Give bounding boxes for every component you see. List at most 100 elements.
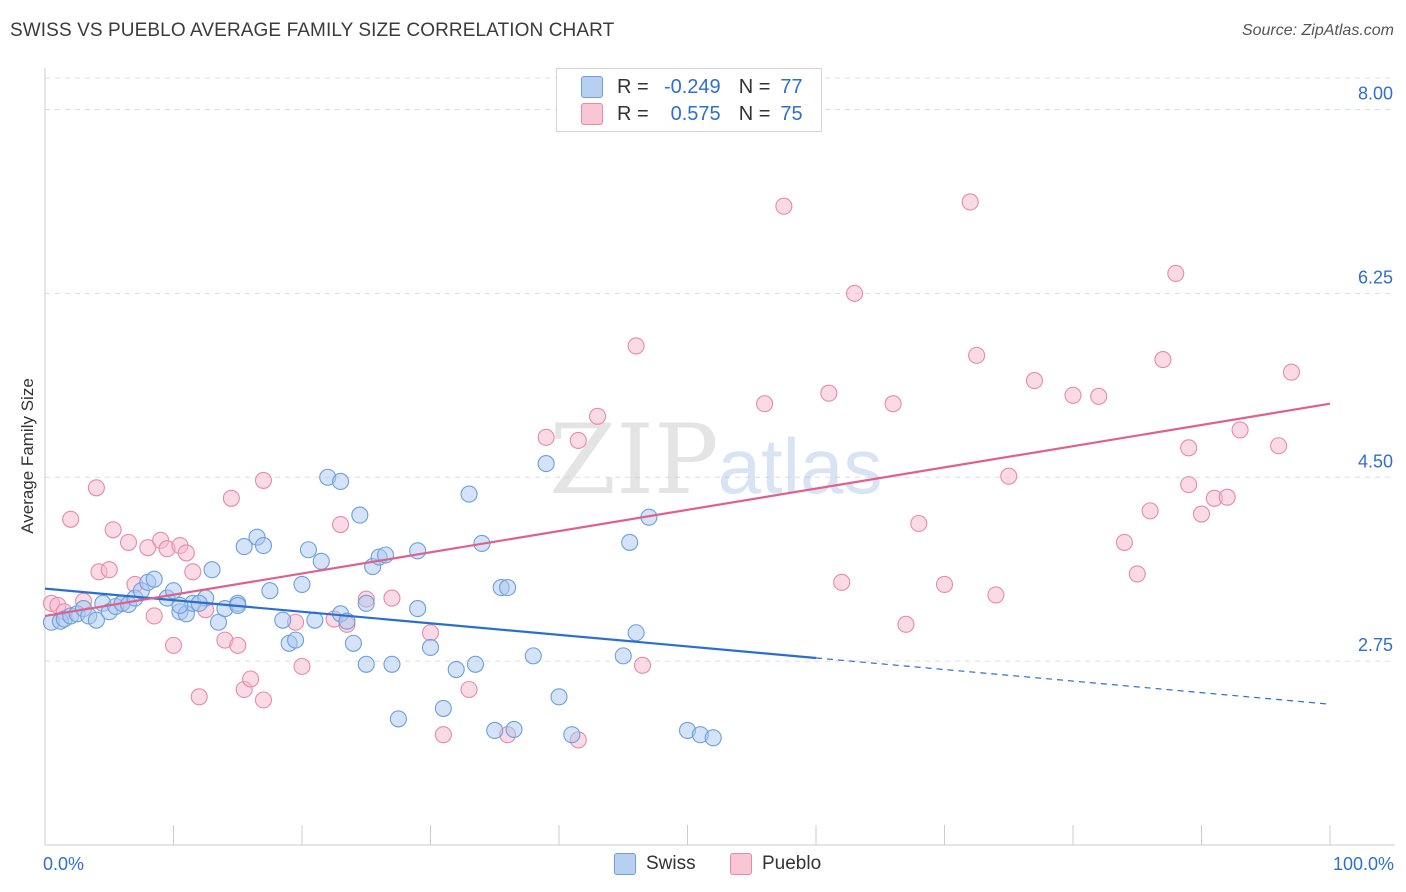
bottom-legend-swiss: Swiss — [614, 852, 696, 876]
pueblo-point — [229, 636, 247, 654]
swiss-point — [299, 541, 317, 559]
pueblo-point — [119, 533, 138, 551]
pueblo-point — [62, 510, 80, 528]
legend-swatch-pueblo — [581, 103, 603, 125]
pueblo-point — [383, 589, 401, 607]
pueblo-point — [1141, 502, 1159, 520]
legend-row-swiss: R = -0.249 N = 77 — [581, 75, 803, 99]
pueblo-point — [104, 521, 122, 539]
pueblo-point — [87, 479, 105, 497]
swiss-point — [389, 710, 407, 728]
bottom-legend-label-pueblo: Pueblo — [762, 853, 822, 874]
pueblo-point — [569, 431, 587, 450]
legend-r-label: R = — [617, 75, 649, 98]
x-tick-min: 0.0% — [43, 854, 84, 874]
pueblo-point — [987, 586, 1005, 604]
swiss-point — [466, 655, 485, 673]
swiss-point — [505, 720, 523, 738]
pueblo-trend-line — [44, 402, 1331, 618]
swiss-point — [357, 655, 375, 673]
swiss-point — [627, 624, 645, 642]
legend-swiss-r: -0.249 — [663, 75, 721, 98]
pueblo-point — [254, 691, 273, 709]
swiss-point — [293, 575, 311, 593]
swiss-point — [331, 472, 350, 491]
swiss-point — [145, 570, 163, 588]
pueblo-point — [884, 395, 902, 413]
swiss-point — [306, 611, 324, 629]
swiss-point — [209, 613, 228, 631]
swiss-point — [621, 533, 639, 551]
swiss-point — [499, 579, 517, 597]
pueblo-point — [190, 688, 208, 706]
swiss-point — [447, 660, 465, 679]
pueblo-point — [184, 563, 202, 581]
pueblo-point — [968, 346, 986, 364]
legend-n-label: N = — [738, 75, 771, 98]
legend-n-label: N = — [738, 102, 771, 125]
watermark-atlas: atlas — [718, 422, 883, 510]
swiss-point — [563, 726, 581, 744]
legend-r-label: R = — [617, 102, 649, 125]
pueblo-point — [254, 471, 273, 489]
swiss-point — [486, 721, 504, 740]
pueblo-point — [897, 615, 915, 633]
swiss-point — [287, 631, 305, 649]
watermark-zip: ZIP — [549, 404, 718, 516]
y-tick-label: 2.75 — [1358, 635, 1393, 655]
pueblo-point — [293, 657, 311, 675]
pueblo-point — [627, 337, 645, 355]
pueblo-point — [242, 670, 260, 688]
pueblo-point — [910, 514, 928, 533]
pueblo-point — [177, 544, 195, 562]
swiss-point — [383, 655, 401, 673]
correlation-legend: R = -0.249 N = 77 R = 0.575 N = 75 — [556, 68, 822, 132]
swiss-point — [434, 699, 452, 717]
pueblo-point — [434, 726, 452, 744]
pueblo-point — [1090, 387, 1108, 405]
legend-swiss-n: 77 — [780, 75, 803, 98]
swiss-point — [312, 552, 330, 570]
swiss-point — [87, 611, 105, 629]
pueblo-point — [1282, 363, 1300, 381]
pueblo-point — [1180, 439, 1198, 457]
source-label: Source: ZipAtlas.com — [1241, 22, 1394, 39]
swiss-point — [254, 537, 273, 555]
pueblo-point — [1270, 437, 1288, 455]
swiss-point — [351, 506, 369, 524]
pueblo-point — [145, 607, 163, 625]
pueblo-point — [1231, 421, 1249, 439]
swiss-point — [537, 455, 555, 473]
swiss-point — [421, 638, 440, 657]
legend-pueblo-r: 0.575 — [670, 102, 721, 125]
pueblo-point — [1218, 488, 1236, 506]
swiss-point — [524, 647, 542, 665]
swiss-point — [235, 538, 253, 556]
pueblo-point — [100, 561, 118, 579]
pueblo-point — [820, 384, 838, 402]
y-tick-label: 8.00 — [1358, 84, 1393, 104]
pueblo-point — [633, 656, 652, 674]
swiss-point — [274, 611, 292, 629]
swiss-point — [344, 634, 362, 652]
pueblo-point — [1180, 476, 1198, 494]
legend-swatch-swiss — [581, 76, 603, 98]
swiss-trend-extension — [815, 657, 1331, 705]
pueblo-point — [756, 395, 774, 413]
swiss-point — [261, 582, 279, 600]
pueblo-point — [1192, 505, 1211, 523]
pueblo-point — [588, 407, 607, 425]
pueblo-point — [537, 428, 555, 446]
pueblo-point — [1128, 565, 1146, 583]
bottom-legend-swatch-pueblo — [730, 853, 752, 875]
legend-pueblo-n: 75 — [780, 102, 803, 125]
pueblo-point — [460, 680, 478, 699]
swiss-point — [460, 485, 478, 503]
pueblo-point — [1064, 386, 1082, 404]
swiss-point — [704, 729, 722, 747]
pueblo-point — [961, 193, 979, 211]
pueblo-point — [775, 197, 793, 215]
bottom-legend-swatch-swiss — [614, 853, 636, 875]
pueblo-point — [833, 573, 851, 591]
